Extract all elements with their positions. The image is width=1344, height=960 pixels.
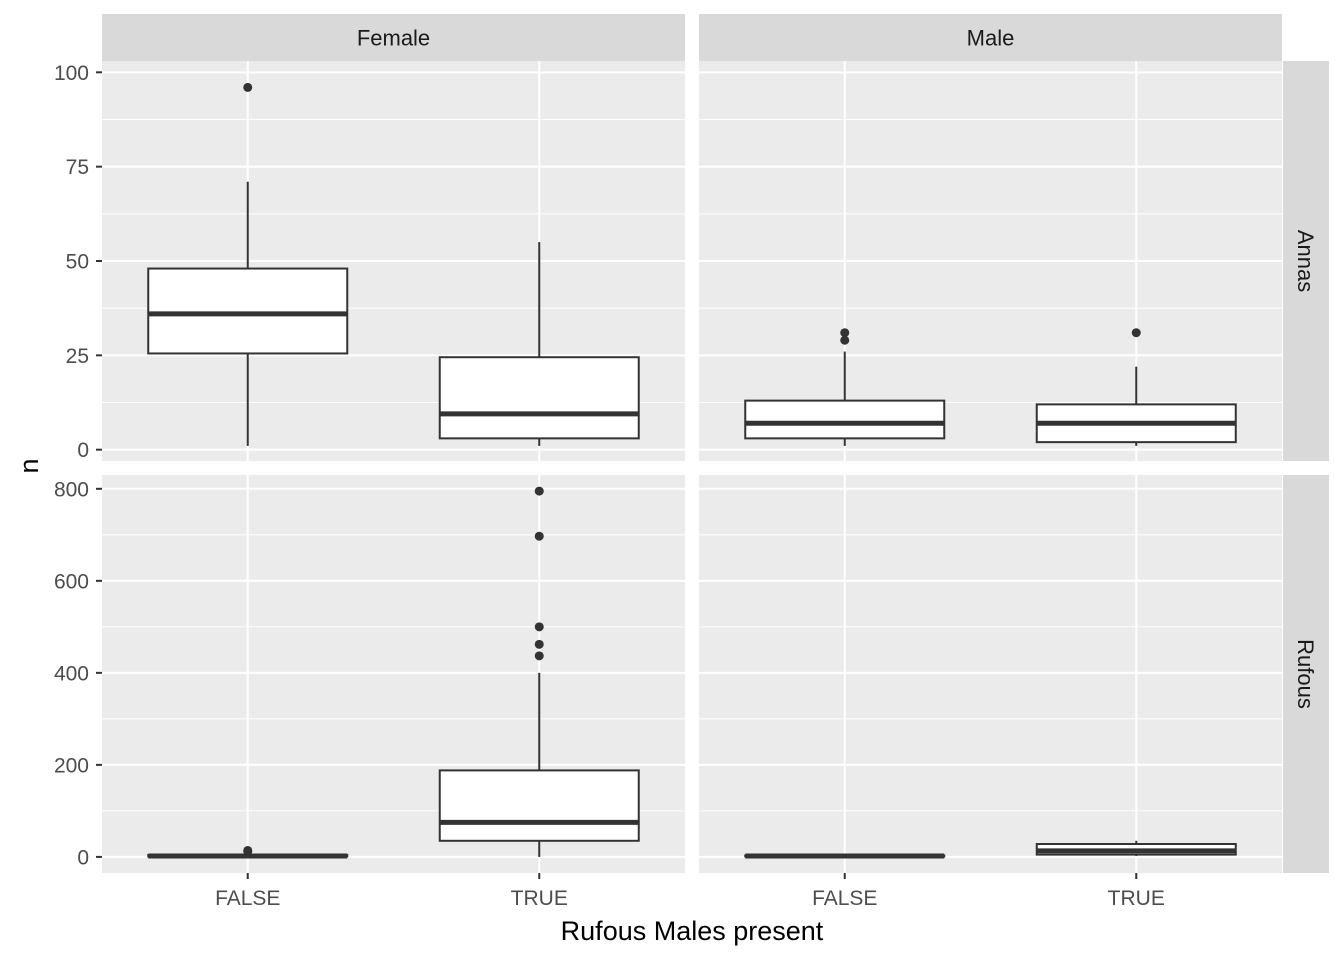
box-false — [147, 845, 349, 859]
panel-rufous-female — [102, 475, 685, 873]
strip-rufous-background — [1283, 475, 1329, 873]
x-tick-label: TRUE — [1108, 887, 1165, 910]
box-iqr — [438, 769, 640, 842]
outlier-point — [243, 82, 253, 92]
x-tick-label: FALSE — [812, 887, 877, 910]
y-tick-label: 800 — [54, 478, 89, 501]
y-tick-label: 100 — [54, 62, 89, 85]
y-tick-label: 200 — [54, 754, 89, 777]
outlier-point — [534, 622, 544, 632]
outlier-point — [1131, 328, 1141, 338]
y-tick-label: 0 — [77, 846, 89, 869]
y-tick-label: 50 — [66, 251, 89, 274]
strip-male-background — [699, 14, 1282, 61]
x-tick-label: FALSE — [215, 887, 280, 910]
box-true — [1035, 840, 1237, 856]
outlier-point — [840, 335, 850, 345]
box-iqr — [147, 267, 349, 355]
box-true — [438, 486, 640, 857]
outlier-point — [243, 845, 253, 855]
outlier-point — [534, 531, 544, 541]
y-tick-label: 600 — [54, 570, 89, 593]
box-iqr — [744, 399, 946, 440]
box-true — [1035, 328, 1237, 446]
box-true — [438, 242, 640, 446]
strip-label-female: Female — [357, 26, 430, 51]
box-iqr — [438, 356, 640, 440]
strip-label-annas: Annas — [1293, 230, 1318, 292]
outlier-point — [534, 486, 544, 496]
strip-annas-background — [1283, 61, 1329, 461]
box-false — [744, 853, 946, 859]
strip-label-rufous: Rufous — [1293, 639, 1318, 709]
y-tick-label: 25 — [66, 345, 89, 368]
box-false — [744, 328, 946, 446]
outlier-point — [840, 328, 850, 338]
panel-annas-male — [699, 61, 1282, 461]
strip-label-male: Male — [967, 26, 1015, 51]
y-tick-label: 400 — [54, 662, 89, 685]
box-false — [147, 82, 349, 446]
x-tick-label: TRUE — [511, 887, 568, 910]
outlier-point — [534, 651, 544, 661]
y-tick-label: 75 — [66, 156, 89, 179]
x-axis-title: Rufous Males present — [561, 916, 824, 946]
y-tick-label: 0 — [77, 439, 89, 462]
y-axis-title: n — [14, 458, 44, 473]
panel-annas-female — [102, 61, 685, 461]
panel-rufous-male — [699, 475, 1282, 873]
outlier-point — [534, 639, 544, 649]
panels-layer: Female Male Annas Rufous 0 25 50 75 100 0 200 400 60… — [54, 14, 1329, 910]
panel-background — [699, 475, 1282, 873]
strip-female-background — [102, 14, 685, 61]
